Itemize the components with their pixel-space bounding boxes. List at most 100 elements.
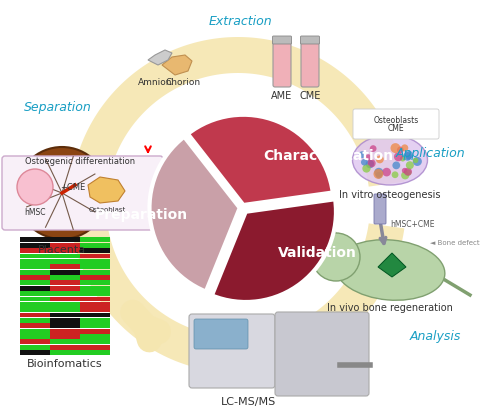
Circle shape xyxy=(361,159,368,166)
Bar xyxy=(20,323,49,328)
Text: Characterization: Characterization xyxy=(263,149,393,164)
Bar xyxy=(20,259,49,264)
Bar xyxy=(50,345,80,349)
Bar xyxy=(20,237,49,242)
Ellipse shape xyxy=(352,135,428,185)
Bar xyxy=(20,291,49,296)
Bar xyxy=(50,307,80,312)
Text: Extraction: Extraction xyxy=(208,15,272,27)
Text: AME: AME xyxy=(271,91,293,101)
Circle shape xyxy=(375,172,382,178)
Bar xyxy=(80,307,109,312)
FancyBboxPatch shape xyxy=(301,41,319,87)
Bar xyxy=(80,286,109,290)
Bar xyxy=(50,291,80,296)
Bar xyxy=(50,286,80,290)
Bar xyxy=(50,312,80,317)
Circle shape xyxy=(382,168,391,176)
Ellipse shape xyxy=(335,240,445,300)
Text: Preparation: Preparation xyxy=(95,208,188,222)
Bar xyxy=(80,243,109,248)
Bar xyxy=(50,264,80,269)
Circle shape xyxy=(406,161,414,169)
FancyBboxPatch shape xyxy=(353,109,439,139)
Circle shape xyxy=(16,147,108,239)
Wedge shape xyxy=(149,137,240,292)
FancyBboxPatch shape xyxy=(275,312,369,396)
Bar xyxy=(80,254,109,259)
Bar xyxy=(50,281,80,285)
Text: Placenta: Placenta xyxy=(38,245,86,255)
Bar xyxy=(20,270,49,275)
Bar xyxy=(80,323,109,328)
Polygon shape xyxy=(70,37,404,373)
Bar xyxy=(20,302,49,307)
Text: +CME: +CME xyxy=(60,183,85,191)
Circle shape xyxy=(406,155,411,160)
Text: hMSC+CME: hMSC+CME xyxy=(390,220,434,229)
Text: CME: CME xyxy=(388,124,404,133)
Text: Amnion: Amnion xyxy=(138,78,172,87)
Bar xyxy=(20,334,49,339)
Bar xyxy=(80,345,109,349)
Bar xyxy=(80,270,109,275)
Circle shape xyxy=(362,164,371,173)
Text: In vitro osteogenesis: In vitro osteogenesis xyxy=(339,190,441,200)
Bar xyxy=(50,302,80,307)
Bar xyxy=(80,350,109,355)
Text: CME: CME xyxy=(300,91,321,101)
Polygon shape xyxy=(148,50,172,65)
Bar xyxy=(20,275,49,280)
Polygon shape xyxy=(88,177,125,203)
Bar xyxy=(80,302,109,307)
Bar xyxy=(80,248,109,253)
Bar xyxy=(50,248,80,253)
Bar xyxy=(50,270,80,275)
FancyBboxPatch shape xyxy=(300,36,320,44)
Bar xyxy=(20,281,49,285)
FancyBboxPatch shape xyxy=(273,41,291,87)
Bar xyxy=(20,296,49,301)
FancyBboxPatch shape xyxy=(194,319,248,349)
Circle shape xyxy=(369,161,374,166)
Bar xyxy=(80,259,109,264)
Bar xyxy=(50,323,80,328)
Bar xyxy=(80,281,109,285)
FancyBboxPatch shape xyxy=(189,314,275,388)
Circle shape xyxy=(413,158,419,163)
Circle shape xyxy=(370,145,376,152)
Bar xyxy=(50,334,80,339)
Circle shape xyxy=(373,169,384,179)
Bar xyxy=(80,312,109,317)
Bar xyxy=(50,318,80,323)
Text: Osteoblasts: Osteoblasts xyxy=(373,116,419,125)
Circle shape xyxy=(365,154,372,161)
Text: LC-MS/MS: LC-MS/MS xyxy=(220,397,276,407)
Bar xyxy=(20,345,49,349)
Circle shape xyxy=(359,151,365,158)
Text: In vivo bone regeneration: In vivo bone regeneration xyxy=(327,303,453,313)
Circle shape xyxy=(319,228,337,246)
Bar xyxy=(20,243,49,248)
Bar xyxy=(80,237,109,242)
Circle shape xyxy=(391,143,400,153)
Circle shape xyxy=(394,152,403,161)
Wedge shape xyxy=(188,115,333,205)
Circle shape xyxy=(404,168,412,176)
Circle shape xyxy=(392,161,400,169)
Text: Bioinfomatics: Bioinfomatics xyxy=(27,359,103,369)
Polygon shape xyxy=(378,253,406,277)
Bar xyxy=(50,296,80,301)
Bar xyxy=(20,286,49,290)
Circle shape xyxy=(312,233,360,281)
Bar xyxy=(20,329,49,334)
Polygon shape xyxy=(162,55,192,75)
Bar xyxy=(50,259,80,264)
Circle shape xyxy=(401,171,409,179)
FancyBboxPatch shape xyxy=(374,194,386,224)
Bar xyxy=(80,339,109,344)
Circle shape xyxy=(405,169,411,176)
Bar xyxy=(80,334,109,339)
Text: Separation: Separation xyxy=(24,101,92,115)
Bar xyxy=(50,350,80,355)
